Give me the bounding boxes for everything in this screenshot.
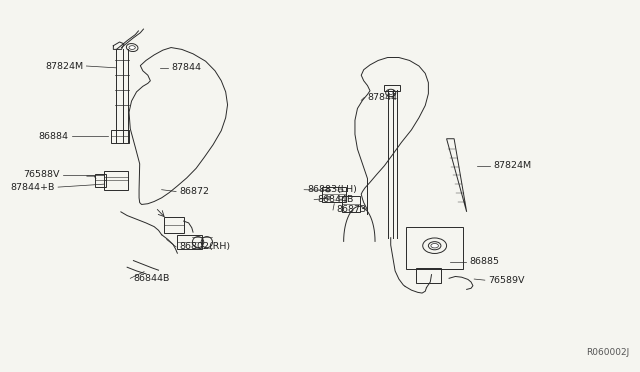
Text: 86883(LH): 86883(LH) [307,185,357,194]
Text: 86885: 86885 [469,257,499,266]
Text: 86872: 86872 [179,187,209,196]
Text: 86873: 86873 [336,205,366,215]
Bar [406,227,463,269]
Text: 87824M: 87824M [45,61,83,71]
Circle shape [388,92,393,94]
Circle shape [431,244,438,248]
Text: 86884: 86884 [39,132,68,141]
Text: 87844: 87844 [171,63,201,72]
Text: 87824M: 87824M [493,161,531,170]
Text: 86844B: 86844B [317,195,354,204]
Text: 86802(RH): 86802(RH) [179,243,230,251]
Text: 87844+B: 87844+B [11,183,55,192]
Text: R060002J: R060002J [586,347,629,357]
Text: 76589V: 76589V [488,276,525,285]
Text: 86844B: 86844B [133,274,170,283]
Text: 87844: 87844 [367,93,397,102]
Text: 76588V: 76588V [24,170,60,179]
Circle shape [129,46,135,49]
